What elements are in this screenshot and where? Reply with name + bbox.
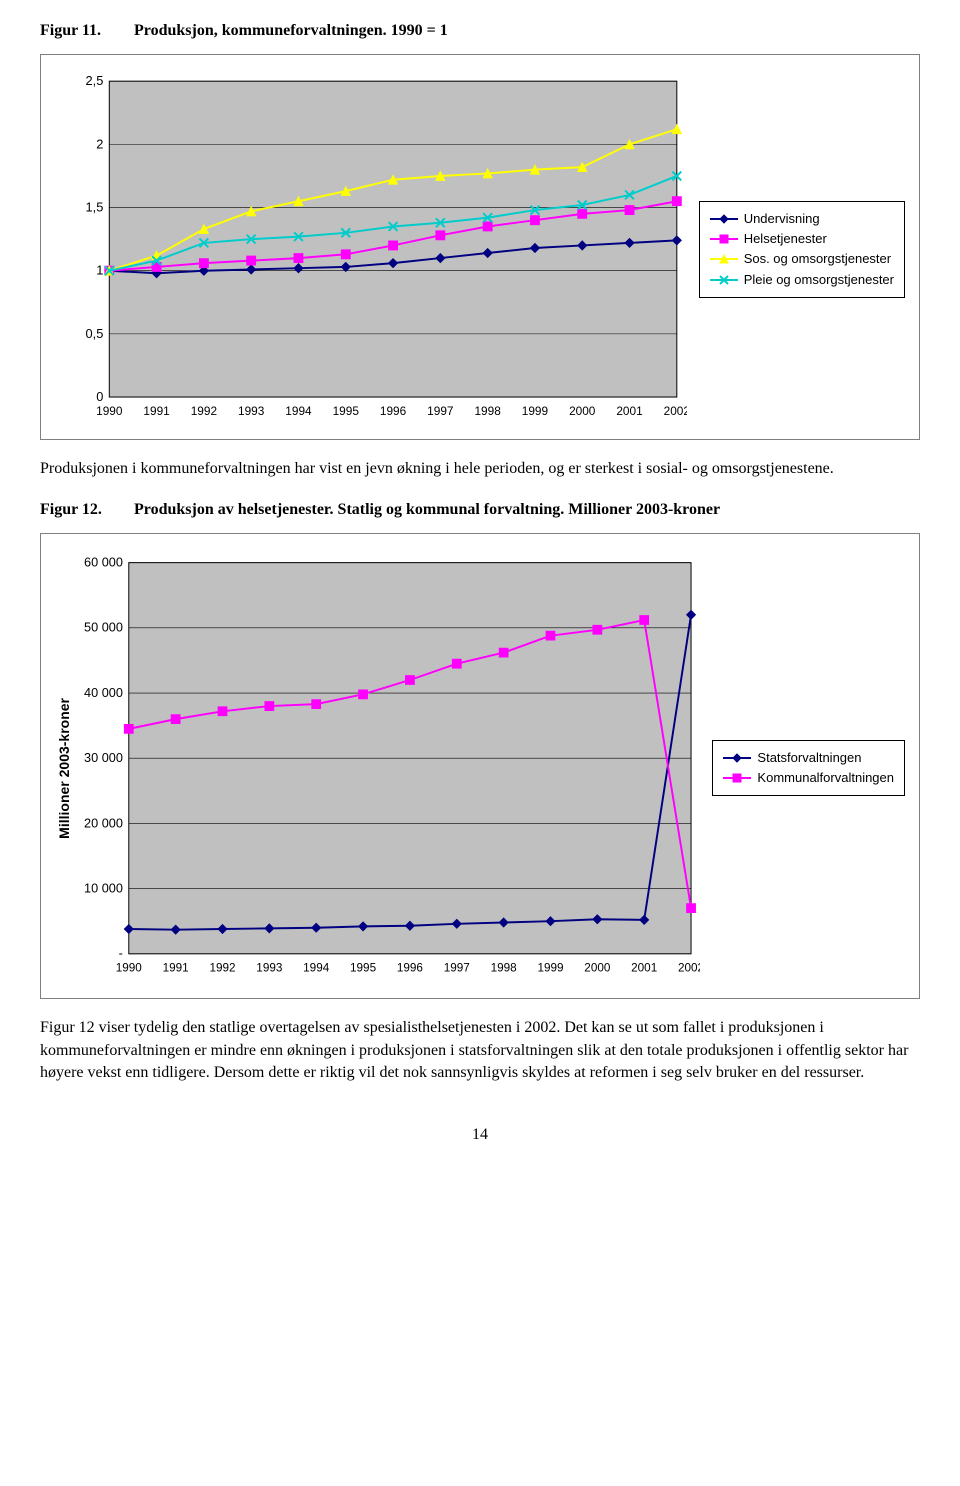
legend-swatch bbox=[710, 212, 738, 226]
svg-text:1991: 1991 bbox=[162, 962, 188, 975]
svg-text:30 000: 30 000 bbox=[84, 750, 123, 765]
svg-text:1998: 1998 bbox=[474, 404, 501, 418]
svg-text:1994: 1994 bbox=[285, 404, 312, 418]
paragraph-1: Produksjonen i kommuneforvaltningen har … bbox=[40, 458, 920, 480]
figure12-chart-box: Millioner 2003-kroner - 10 000 20 000 30 00… bbox=[40, 533, 920, 999]
svg-text:2001: 2001 bbox=[616, 404, 642, 418]
legend-swatch bbox=[710, 232, 738, 246]
svg-text:1990: 1990 bbox=[96, 404, 123, 418]
figure12-legend: Statsforvaltningen Kommunalforvaltningen bbox=[712, 740, 905, 796]
figure12-chart: - 10 000 20 000 30 000 40 000 50 000 60 000 199… bbox=[75, 548, 701, 988]
svg-text:2002: 2002 bbox=[664, 404, 687, 418]
legend-swatch bbox=[710, 273, 738, 287]
svg-text:2002: 2002 bbox=[678, 962, 701, 975]
svg-text:1993: 1993 bbox=[238, 404, 265, 418]
svg-text:2000: 2000 bbox=[584, 962, 611, 975]
svg-text:20 000: 20 000 bbox=[84, 815, 123, 830]
figure11-text: Produksjon, kommuneforvaltningen. 1990 =… bbox=[134, 22, 448, 39]
legend-swatch bbox=[723, 751, 751, 765]
figure11-chart: 0 0,5 1 1,5 2 2,5 1990 1991 1992 1993 1994 1995 1996… bbox=[55, 69, 687, 429]
svg-text:60 000: 60 000 bbox=[84, 555, 123, 570]
svg-text:1997: 1997 bbox=[443, 962, 469, 975]
figure12-title: Figur 12. Produksjon av helsetjenester. … bbox=[40, 499, 920, 521]
legend-label: Helsetjenester bbox=[744, 230, 827, 248]
svg-text:1990: 1990 bbox=[115, 962, 142, 975]
svg-text:-: - bbox=[118, 946, 122, 961]
figure11-title: Figur 11. Produksjon, kommuneforvaltning… bbox=[40, 20, 920, 42]
legend-label: Sos. og omsorgstjenester bbox=[744, 250, 891, 268]
legend-label: Statsforvaltningen bbox=[757, 749, 861, 767]
legend-label: Pleie og omsorgstjenester bbox=[744, 271, 894, 289]
svg-text:10 000: 10 000 bbox=[84, 881, 123, 896]
svg-text:1992: 1992 bbox=[191, 404, 217, 418]
svg-text:1997: 1997 bbox=[427, 404, 453, 418]
svg-text:2,5: 2,5 bbox=[86, 74, 104, 89]
svg-text:1993: 1993 bbox=[256, 962, 282, 975]
figure11-label: Figur 11. bbox=[40, 20, 130, 42]
figure11-legend: Undervisning Helsetjenester Sos. og omsorg… bbox=[699, 201, 905, 298]
svg-text:2: 2 bbox=[96, 137, 103, 152]
legend-label: Kommunalforvaltningen bbox=[757, 769, 894, 787]
figure12-yaxis-title: Millioner 2003-kroner bbox=[55, 698, 75, 839]
legend-item: Kommunalforvaltningen bbox=[723, 769, 894, 787]
svg-text:1999: 1999 bbox=[522, 404, 549, 418]
legend-item: Statsforvaltningen bbox=[723, 749, 894, 767]
svg-text:2001: 2001 bbox=[631, 962, 657, 975]
svg-text:1998: 1998 bbox=[490, 962, 517, 975]
legend-item: Pleie og omsorgstjenester bbox=[710, 271, 894, 289]
svg-text:1995: 1995 bbox=[333, 404, 360, 418]
svg-text:1,5: 1,5 bbox=[86, 200, 104, 215]
paragraph-2: Figur 12 viser tydelig den statlige over… bbox=[40, 1017, 920, 1084]
figure11-chart-box: 0 0,5 1 1,5 2 2,5 1990 1991 1992 1993 1994 1995 1996… bbox=[40, 54, 920, 440]
figure12-text: Produksjon av helsetjenester. Statlig og… bbox=[134, 501, 720, 518]
legend-label: Undervisning bbox=[744, 210, 820, 228]
svg-text:1991: 1991 bbox=[143, 404, 169, 418]
legend-swatch bbox=[723, 771, 751, 785]
figure12-label: Figur 12. bbox=[40, 499, 130, 521]
svg-text:50 000: 50 000 bbox=[84, 620, 123, 635]
legend-item: Sos. og omsorgstjenester bbox=[710, 250, 894, 268]
legend-item: Helsetjenester bbox=[710, 230, 894, 248]
svg-text:0,5: 0,5 bbox=[86, 326, 104, 341]
svg-text:2000: 2000 bbox=[569, 404, 596, 418]
svg-text:40 000: 40 000 bbox=[84, 685, 123, 700]
svg-text:1: 1 bbox=[96, 263, 103, 278]
legend-swatch bbox=[710, 252, 738, 266]
svg-text:0: 0 bbox=[96, 389, 103, 404]
page-number: 14 bbox=[40, 1124, 920, 1146]
legend-item: Undervisning bbox=[710, 210, 894, 228]
svg-text:1994: 1994 bbox=[303, 962, 330, 975]
svg-text:1992: 1992 bbox=[209, 962, 235, 975]
svg-text:1996: 1996 bbox=[396, 962, 422, 975]
svg-text:1996: 1996 bbox=[380, 404, 407, 418]
svg-text:1995: 1995 bbox=[350, 962, 377, 975]
svg-text:1999: 1999 bbox=[537, 962, 563, 975]
